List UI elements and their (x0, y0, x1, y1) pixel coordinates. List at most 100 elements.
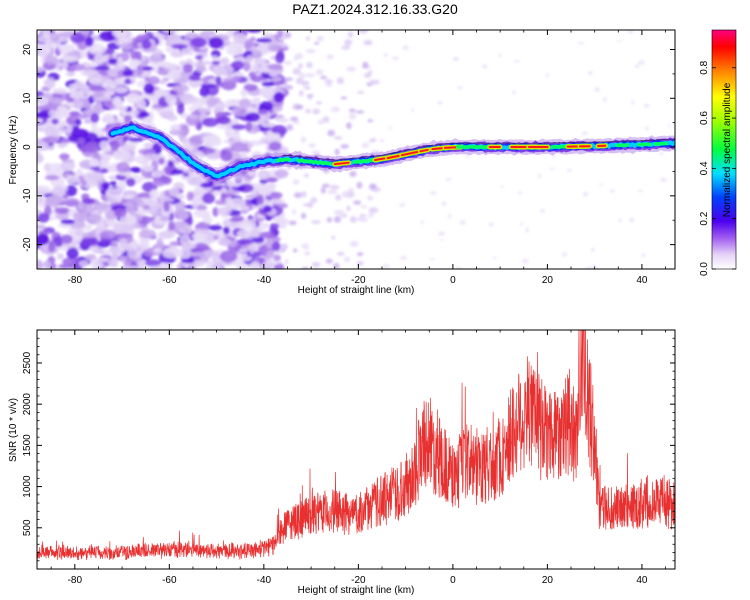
noise-speckle (113, 155, 124, 160)
spectrogram-speckles (37, 30, 672, 269)
noise-speckle (57, 223, 72, 228)
noise-speckle (144, 259, 162, 267)
colorbar-tick-label: 0.6 (699, 111, 710, 125)
noise-speckle (356, 260, 364, 266)
noise-speckle (330, 106, 340, 113)
noise-speckle (170, 124, 181, 131)
noise-speckle (521, 258, 529, 264)
y-tick-label: -20 (22, 237, 33, 252)
noise-speckle (512, 90, 517, 95)
noise-speckle (60, 61, 69, 69)
noise-speckle (265, 250, 275, 259)
noise-speckle (246, 30, 262, 33)
noise-speckle (186, 216, 193, 226)
noise-speckle (162, 248, 180, 259)
noise-speckle (292, 179, 300, 185)
noise-speckle (267, 43, 281, 52)
noise-speckle (37, 185, 51, 192)
noise-speckle (315, 101, 323, 105)
noise-speckle (215, 116, 231, 125)
noise-speckle (353, 200, 362, 205)
noise-speckle (44, 55, 59, 66)
noise-speckle (239, 205, 250, 211)
noise-speckle (356, 252, 364, 257)
noise-speckle (321, 183, 331, 188)
noise-speckle (284, 85, 294, 90)
noise-speckle (76, 168, 83, 178)
noise-speckle (383, 53, 389, 57)
noise-speckle (590, 248, 595, 252)
noise-speckle (61, 55, 78, 63)
noise-speckle (84, 141, 99, 154)
noise-speckle (260, 263, 274, 269)
noise-speckle (310, 197, 318, 204)
noise-speckle (46, 194, 64, 205)
noise-speckle (85, 36, 94, 47)
noise-speckle (50, 32, 60, 43)
noise-speckle (43, 260, 52, 269)
noise-speckle (84, 119, 92, 124)
noise-speckle (170, 50, 185, 58)
noise-speckle (518, 190, 522, 195)
noise-speckle (513, 60, 521, 63)
noise-speckle (81, 232, 98, 238)
noise-speckle (248, 243, 256, 254)
noise-speckle (137, 111, 150, 118)
noise-speckle (67, 227, 78, 236)
top-x-axis: -80 -60 -40 -20 0 20 40 (50, 30, 666, 286)
noise-speckle (181, 258, 195, 264)
noise-speckle (120, 42, 133, 51)
noise-speckle (182, 172, 190, 177)
noise-speckle (420, 220, 424, 225)
noise-speckle (216, 206, 232, 216)
noise-speckle (143, 83, 155, 95)
x-tick-label: -40 (257, 575, 272, 586)
noise-speckle (341, 191, 350, 198)
x-tick-label: -80 (68, 275, 83, 286)
spectrogram-panel: -80 -60 -40 -20 0 20 40 -20 -10 0 10 20 Height of … (8, 29, 676, 296)
noise-speckle (215, 76, 222, 85)
snr-series-line (37, 330, 675, 561)
noise-speckle (361, 142, 370, 148)
noise-speckle (618, 218, 622, 223)
noise-speckle (41, 136, 59, 144)
noise-speckle (91, 261, 104, 269)
noise-speckle (105, 220, 113, 226)
noise-speckle (286, 124, 294, 131)
noise-speckle (212, 190, 223, 196)
noise-speckle (52, 87, 67, 94)
noise-speckle (44, 126, 59, 137)
noise-speckle (307, 93, 313, 100)
noise-speckle (51, 103, 58, 111)
noise-speckle (519, 222, 524, 226)
noise-speckle (114, 64, 126, 71)
noise-speckle (113, 77, 127, 85)
noise-speckle (347, 31, 354, 38)
noise-speckle (356, 181, 363, 189)
noise-speckle (99, 30, 117, 42)
noise-speckle (345, 122, 352, 130)
noise-speckle (169, 129, 185, 136)
noise-speckle (69, 32, 86, 43)
snr-panel: -80 -60 -40 -20 0 20 40 500 1000 1500 2000 2500 He… (8, 329, 676, 596)
noise-speckle (65, 71, 75, 77)
noise-speckle (124, 78, 132, 85)
top-x-axis-label: Height of straight line (km) (298, 285, 415, 296)
noise-speckle (399, 203, 406, 207)
noise-speckle (333, 136, 343, 140)
noise-speckle (37, 66, 45, 73)
noise-speckle (229, 217, 244, 222)
noise-speckle (37, 118, 44, 124)
noise-speckle (238, 98, 251, 109)
noise-speckle (90, 166, 101, 171)
noise-speckle (94, 65, 110, 71)
noise-speckle (138, 229, 157, 239)
noise-speckle (279, 43, 288, 49)
noise-speckle (56, 253, 64, 260)
noise-speckle (360, 205, 368, 209)
noise-speckle (251, 50, 263, 60)
x-tick-label: 40 (636, 575, 648, 586)
noise-speckle (163, 200, 170, 212)
noise-speckle (498, 54, 502, 58)
x-tick-label: 20 (542, 275, 554, 286)
